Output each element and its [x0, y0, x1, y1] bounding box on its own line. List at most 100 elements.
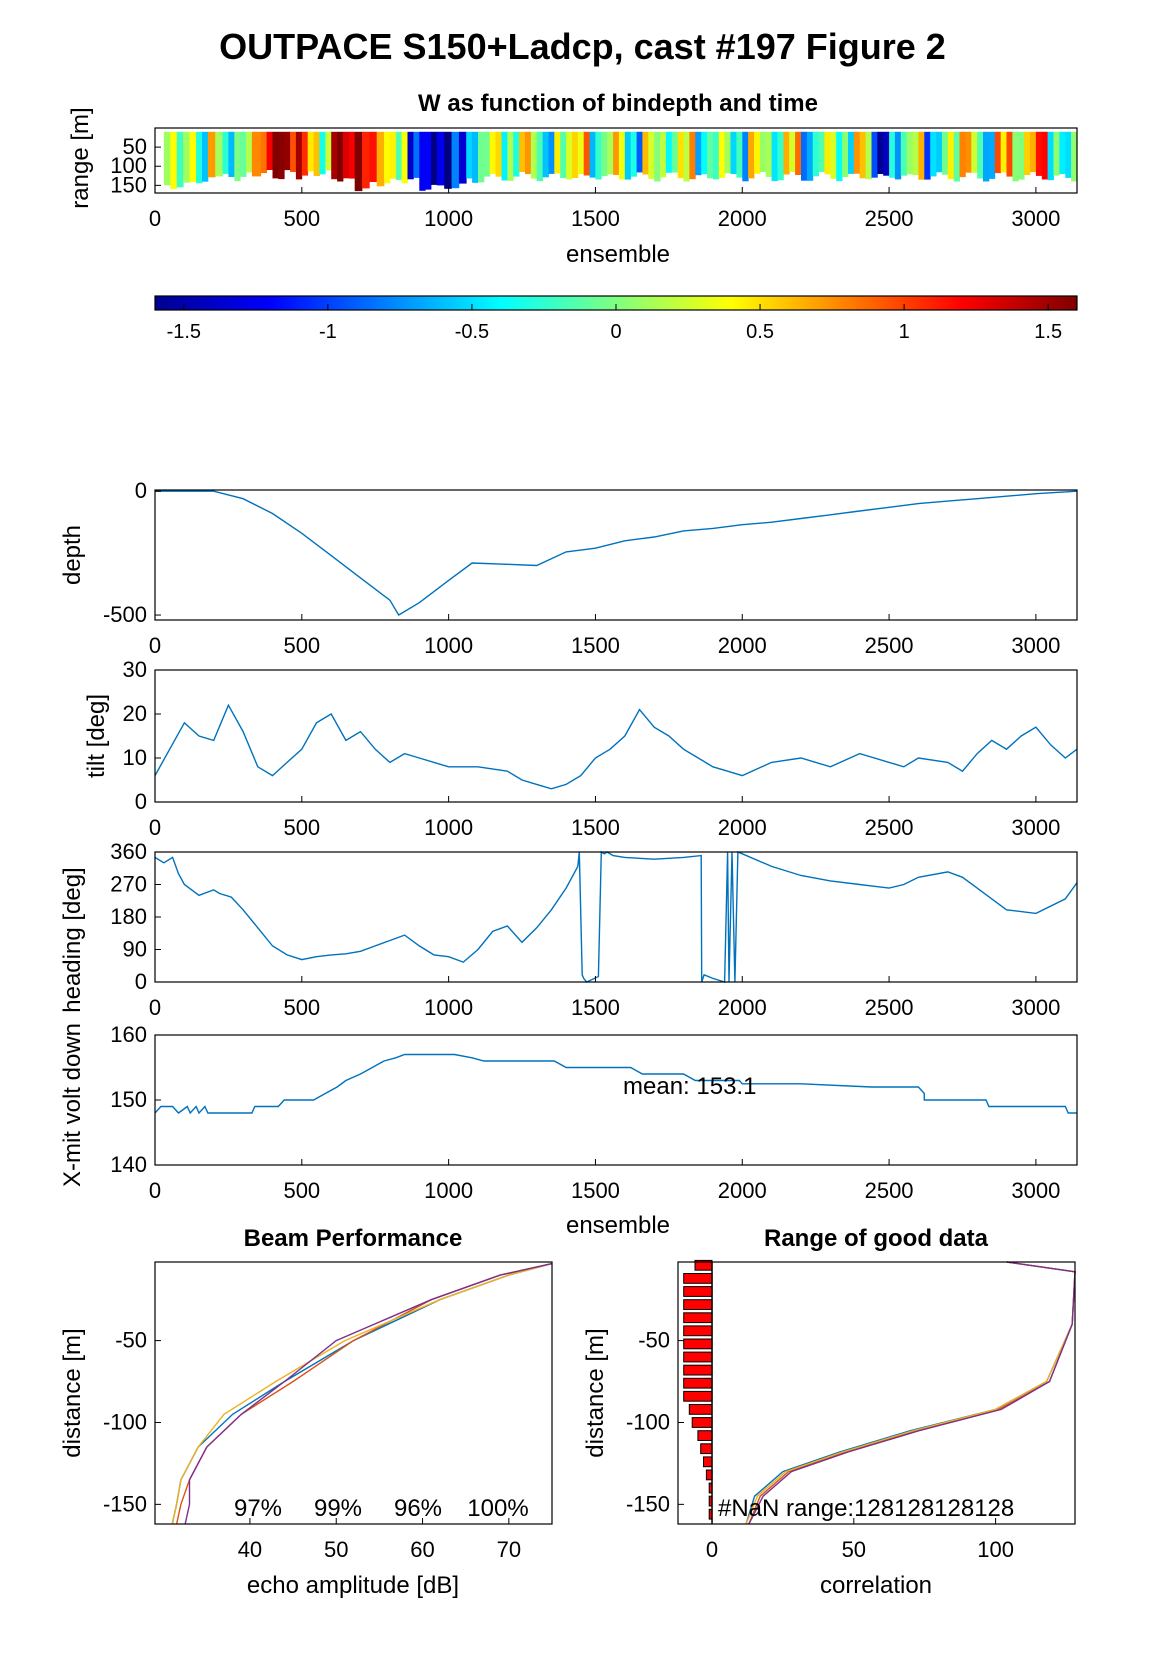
tilt-ylabel: tilt [deg] — [83, 694, 110, 778]
w-cell — [354, 131, 363, 192]
w-cell — [507, 131, 514, 181]
w-cell — [163, 131, 171, 186]
w-cell — [419, 131, 426, 191]
w-cell — [1041, 131, 1049, 180]
w-cell — [313, 131, 320, 176]
w-cell — [912, 131, 919, 176]
range-good-data-nan-annotation: #NaN range:128128128128 — [718, 1495, 1014, 1522]
w-section-cells — [163, 131, 1078, 192]
w-cell — [924, 131, 931, 180]
x-tick-label: 0 — [149, 1178, 161, 1203]
x-tick-label: 500 — [283, 995, 320, 1020]
w-cell — [759, 131, 767, 173]
nan-count-bar — [683, 1273, 713, 1284]
x-tick-label: 60 — [410, 1537, 434, 1562]
x-tick-label: 1000 — [424, 815, 473, 840]
y-tick-label: 360 — [110, 839, 147, 864]
x-tick-label: 50 — [842, 1537, 866, 1562]
w-cell — [818, 131, 825, 172]
w-cell — [665, 131, 673, 173]
y-tick-label: 0 — [135, 789, 147, 814]
w-cell — [513, 131, 520, 177]
nan-count-bar — [703, 1456, 713, 1468]
heading-panel: 0 500 1000 1500 2000 2500 3000 0 90 180 270 360 hea… — [59, 839, 1078, 1020]
w-cell — [607, 131, 614, 175]
tilt-series-line — [154, 703, 1078, 790]
y-tick-label: 0 — [135, 478, 147, 503]
w-cell — [501, 131, 508, 181]
x-tick-label: 2500 — [865, 1178, 914, 1203]
w-cell — [577, 131, 585, 175]
w-cell — [701, 131, 708, 175]
w-cell — [319, 131, 326, 175]
w-cell — [542, 131, 549, 178]
colorbar-tick-label: -1 — [319, 321, 337, 343]
x-tick-label: 1500 — [571, 995, 620, 1020]
w-cell — [395, 131, 403, 180]
y-tick-label: 150 — [110, 1087, 147, 1112]
x-tick-label: 1000 — [424, 633, 473, 658]
w-cell — [1018, 131, 1025, 180]
w-cell — [369, 131, 378, 182]
w-cell — [234, 131, 241, 182]
range-good-data-ticks: 0 50 100 -50 -100 -150 — [626, 1328, 1014, 1562]
w-cell — [624, 131, 632, 180]
w-cell — [930, 131, 937, 177]
w-cell — [170, 131, 178, 189]
y-tick-label: 140 — [110, 1152, 147, 1177]
w-cell — [947, 131, 955, 180]
w-cell — [953, 131, 960, 182]
w-cell — [348, 131, 356, 179]
beam-performance-axes-box — [154, 1261, 553, 1525]
x-tick-label: 2000 — [718, 995, 767, 1020]
w-cell — [871, 131, 878, 178]
w-cell — [525, 131, 532, 175]
w-cell — [530, 131, 538, 179]
x-tick-label: 3000 — [1011, 206, 1060, 231]
x-tick-label: 40 — [238, 1537, 262, 1562]
w-cell — [495, 131, 502, 177]
nan-count-bar — [683, 1286, 713, 1297]
heading-ticks: 0 500 1000 1500 2000 2500 3000 0 90 180 270 360 — [110, 839, 1060, 1020]
beam-series-line — [184, 1262, 553, 1525]
y-tick-label: 150 — [110, 172, 147, 197]
correlation-series-line — [748, 1261, 1076, 1525]
w-cell — [458, 131, 467, 184]
colorbar: -1.5 -1 -0.5 0 0.5 1 1.5 — [154, 295, 1078, 343]
x-tick-label: 2000 — [718, 1178, 767, 1203]
y-tick-label: 0 — [135, 969, 147, 994]
w-cell — [536, 131, 543, 182]
w-cell — [736, 131, 743, 178]
x-tick-label: 2000 — [718, 815, 767, 840]
y-tick-label: 100 — [110, 153, 147, 178]
w-cell — [472, 131, 479, 183]
w-cell — [444, 131, 452, 189]
w-cell — [777, 131, 784, 181]
w-cell — [730, 131, 737, 174]
nan-count-bar — [683, 1377, 713, 1389]
nan-count-bar — [683, 1325, 713, 1337]
colorbar-tick-label: 0 — [610, 321, 621, 343]
x-tick-label: 1500 — [571, 633, 620, 658]
y-tick-label: 10 — [123, 745, 147, 770]
y-tick-label: 160 — [110, 1022, 147, 1047]
w-section-panel: W as function of bindepth and time 0 500 1… — [67, 90, 1078, 268]
beam-series-line — [175, 1262, 553, 1525]
xmit-volt-ylabel: X-mit volt down — [59, 1023, 86, 1187]
nan-count-bar — [683, 1390, 713, 1402]
xmit-volt-panel: 0 500 1000 1500 2000 2500 3000 140 150 160 mean: … — [59, 1022, 1078, 1239]
w-cell — [413, 131, 420, 178]
x-tick-label: 3000 — [1011, 815, 1060, 840]
w-cell — [325, 131, 332, 171]
w-cell — [407, 131, 414, 180]
w-cell — [648, 131, 655, 179]
w-cell — [1012, 131, 1019, 182]
w-cell — [712, 131, 720, 180]
w-cell — [183, 131, 191, 183]
w-cell — [425, 131, 432, 190]
w-cell — [660, 131, 667, 178]
w-cell — [1065, 131, 1072, 178]
w-cell — [189, 131, 197, 182]
w-cell — [842, 131, 849, 177]
